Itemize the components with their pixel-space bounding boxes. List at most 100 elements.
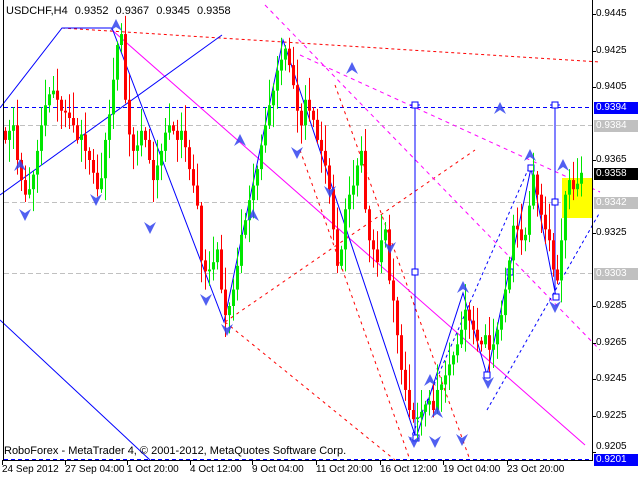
bull-candle [384,229,387,241]
bear-candle [324,150,327,166]
bull-candle [560,240,563,281]
anchor-point [411,268,419,276]
bull-candle [580,172,583,184]
y-tick-label: 0.9205 [596,441,627,452]
bull-candle [500,315,503,330]
copyright-text: RoboForex - MetaTrader 4, © 2001-2012, M… [4,445,347,457]
bear-candle [172,125,175,131]
bear-candle [76,125,79,140]
bull-candle [456,344,459,356]
y-tick-label: 0.9365 [596,154,627,165]
bear-candle [556,269,559,281]
arrow-up-icon [14,159,26,171]
bull-candle [568,180,571,195]
bull-candle [576,183,579,190]
bull-candle [264,125,267,146]
bear-candle [376,249,379,263]
bear-candle [184,130,187,148]
y-tick-label: 0.9445 [596,8,627,19]
bear-candle [328,165,331,190]
bull-candle [380,240,383,263]
bull-candle [564,194,567,241]
arrow-down-icon [549,301,561,313]
trend-line [299,54,601,193]
y-tick-label: 0.9265 [596,337,627,348]
x-tick-label: 19 Oct 04:00 [443,464,501,475]
channel-line [299,149,411,461]
arrow-down-icon [291,147,303,159]
bull-candle [36,150,39,175]
anchor-point [552,293,560,301]
price-axis-line [592,0,593,461]
bear-candle [132,134,135,151]
bull-candle [80,134,83,140]
bull-candle [416,417,419,420]
bull-candle [240,234,243,266]
bull-candle [344,209,347,250]
x-tick-label: 11 Oct 20:00 [316,464,373,475]
bear-candle [372,240,375,250]
bull-candle [248,200,251,221]
bull-candle [496,329,499,345]
price-level-label: 0.9358 [594,168,638,180]
y-tick-label: 0.9325 [596,227,627,238]
bull-candle [52,90,55,95]
open-value: 0.9352 [74,5,109,17]
bull-candle [440,384,443,390]
bear-candle [56,90,59,100]
arrow-down-icon [144,222,156,234]
bear-candle [84,134,87,151]
bear-candle [16,125,19,160]
x-tick-label: 1 Oct 20:00 [127,464,179,475]
arrow-down-icon [200,294,212,306]
bear-candle [520,229,523,241]
bear-candle [312,110,315,120]
bull-candle [340,249,343,266]
anchor-point [551,101,559,109]
bear-candle [388,229,391,281]
trend-line [264,4,601,351]
bear-candle [476,329,479,341]
arrow-up-icon [110,19,122,31]
bear-candle [60,99,63,111]
bear-candle [480,340,483,345]
bear-candle [188,147,191,170]
bear-candle [432,400,435,411]
bull-candle [116,45,119,80]
bear-candle [516,225,519,230]
channel-line [334,84,471,461]
bull-candle [360,150,363,166]
x-tick-label: 27 Sep 04:00 [65,464,125,475]
arrow-up-icon [424,374,436,386]
bear-candle [64,110,67,113]
bear-candle [368,209,371,241]
price-level-label: 0.9384 [594,120,638,132]
bull-candle [420,411,423,418]
bear-candle [148,139,151,160]
x-tick-label: 4 Oct 12:00 [190,464,242,475]
bull-candle [12,125,15,131]
bear-candle [220,249,223,290]
y-tick-label: 0.9285 [596,300,627,311]
bear-candle [68,112,71,119]
bull-candle [284,48,287,60]
channel-line [486,211,601,411]
bear-candle [192,169,195,186]
bear-candle [88,150,91,160]
bull-candle [512,225,515,261]
bull-candle [160,150,163,166]
high-value: 0.9367 [115,5,150,17]
bull-candle [492,344,495,350]
bull-candle [524,234,527,241]
bear-candle [20,160,23,181]
bull-candle [448,364,451,376]
x-tick-label: 9 Oct 04:00 [252,464,304,475]
bull-candle [212,262,215,270]
bear-candle [24,180,27,195]
bull-candle [260,145,263,170]
bull-candle [528,205,531,235]
bull-candle [156,165,159,181]
arrow-up-icon [524,149,536,161]
channel-line [224,321,396,461]
